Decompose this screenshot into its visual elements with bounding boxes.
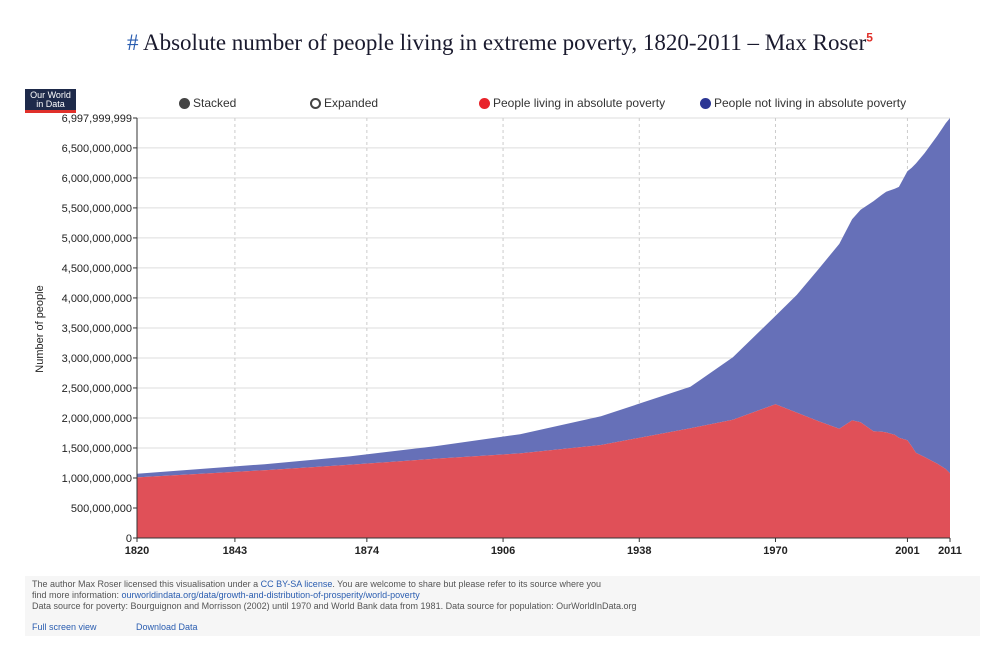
legend-poverty-label: People living in absolute poverty bbox=[493, 96, 666, 110]
source-link[interactable]: ourworldindata.org/data/growth-and-distr… bbox=[121, 590, 420, 600]
x-tick-label: 1970 bbox=[763, 545, 787, 557]
series-poverty-area[interactable] bbox=[137, 404, 950, 538]
page-title-text: Absolute number of people living in extr… bbox=[143, 30, 867, 55]
page-title: # Absolute number of people living in ex… bbox=[0, 30, 1000, 56]
y-tick-label: 3,000,000,000 bbox=[62, 353, 132, 365]
y-tick-label: 3,500,000,000 bbox=[62, 323, 132, 335]
logo-line2: in Data bbox=[36, 99, 65, 109]
x-tick-label: 1906 bbox=[491, 545, 515, 557]
x-tick-label: 1820 bbox=[125, 545, 149, 557]
license-text-pre: The author Max Roser licensed this visua… bbox=[32, 579, 261, 589]
y-tick-label: 6,997,999,999 bbox=[62, 113, 132, 125]
stacked-label: Stacked bbox=[193, 96, 237, 110]
owid-logo[interactable]: Our World in Data bbox=[25, 89, 76, 113]
legend-poverty[interactable]: People living in absolute poverty bbox=[479, 96, 665, 110]
legend-dot-icon bbox=[700, 97, 711, 109]
y-tick-label: 2,000,000,000 bbox=[62, 413, 132, 425]
legend-dot-icon bbox=[479, 97, 490, 109]
x-tick-label: 1843 bbox=[223, 545, 247, 557]
y-tick-label: 1,000,000,000 bbox=[62, 473, 132, 485]
expanded-label: Expanded bbox=[324, 96, 379, 110]
logo-line1: Our World bbox=[30, 90, 71, 100]
y-tick-label: 1,500,000,000 bbox=[62, 443, 132, 455]
license-link[interactable]: CC BY-SA license bbox=[260, 579, 333, 589]
y-tick-label: 5,500,000,000 bbox=[62, 203, 132, 215]
radio-unselected-icon bbox=[310, 97, 321, 109]
area-chart: 0 500,000,000 1,000,000,000 1,500,000,000 2,… bbox=[34, 113, 962, 557]
full-screen-link[interactable]: Full screen view bbox=[32, 622, 97, 632]
y-axis-label: Number of people bbox=[34, 285, 46, 372]
x-tick-label: 1938 bbox=[627, 545, 651, 557]
expanded-radio[interactable]: Expanded bbox=[310, 96, 378, 110]
anchor-hash[interactable]: # bbox=[127, 30, 139, 55]
y-tick-label: 5,000,000,000 bbox=[62, 233, 132, 245]
footer-info: The author Max Roser licensed this visua… bbox=[25, 576, 980, 636]
y-tick-label: 6,000,000,000 bbox=[62, 173, 132, 185]
y-tick-label: 500,000,000 bbox=[71, 503, 132, 515]
y-tick-label: 4,000,000,000 bbox=[62, 293, 132, 305]
y-tick-label: 2,500,000,000 bbox=[62, 383, 132, 395]
data-source-note: Data source for poverty: Bourguignon and… bbox=[32, 601, 637, 611]
x-tick-label: 2001 bbox=[895, 545, 919, 557]
stacked-radio[interactable]: Stacked bbox=[179, 96, 236, 110]
footnote-marker[interactable]: 5 bbox=[866, 30, 873, 45]
series-not-poverty-area[interactable] bbox=[137, 118, 950, 478]
x-tick-label: 1874 bbox=[355, 545, 380, 557]
source-text-pre: find more information: bbox=[32, 590, 122, 600]
legend-not-poverty[interactable]: People not living in absolute poverty bbox=[700, 96, 906, 110]
y-tick-label: 6,500,000,000 bbox=[62, 143, 132, 155]
y-tick-label: 4,500,000,000 bbox=[62, 263, 132, 275]
license-text-post: . You are welcome to share but please re… bbox=[332, 579, 601, 589]
download-data-link[interactable]: Download Data bbox=[136, 622, 198, 632]
legend-not-poverty-label: People not living in absolute poverty bbox=[714, 96, 907, 110]
radio-selected-icon bbox=[179, 97, 190, 109]
y-tick-label: 0 bbox=[126, 533, 132, 545]
x-tick-label: 2011 bbox=[938, 545, 962, 557]
